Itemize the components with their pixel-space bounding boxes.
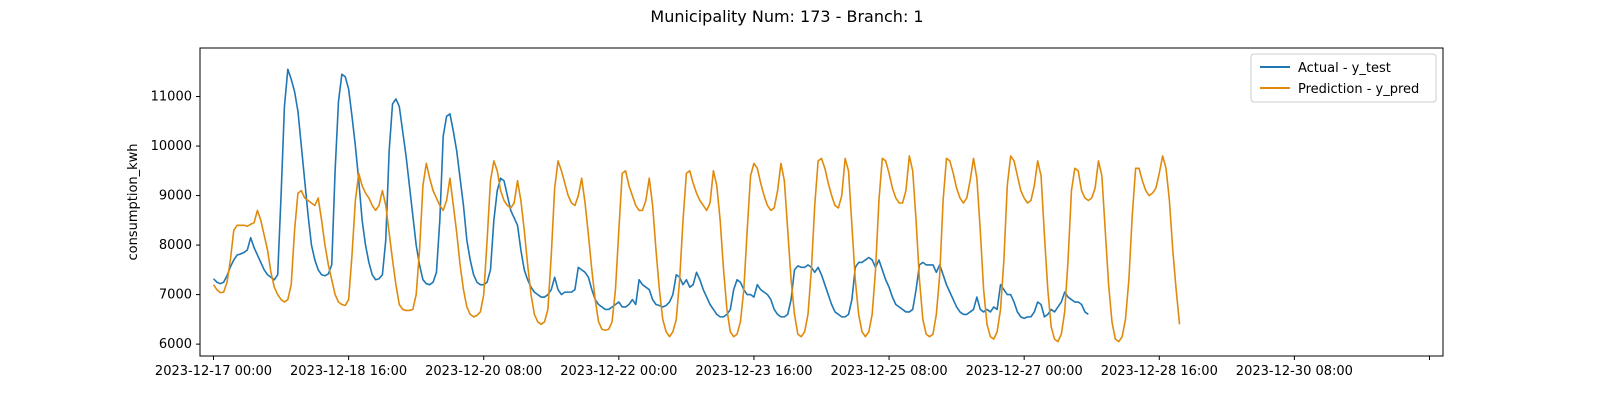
x-tick-label: 2023-12-28 16:00: [1101, 364, 1218, 379]
y-tick-label: 7000: [159, 288, 192, 303]
x-tick-label: 2023-12-20 08:00: [425, 364, 542, 379]
legend: Actual - y_test Prediction - y_pred: [1250, 53, 1437, 103]
y-tick-label: 6000: [159, 337, 192, 352]
legend-label-actual: Actual - y_test: [1298, 61, 1391, 76]
series-lines: [212, 68, 1181, 343]
x-tick-label: 2023-12-23 16:00: [695, 364, 812, 379]
series-line-prediction: [212, 155, 1181, 343]
x-axis: 2023-12-17 00:00 2023-12-18 16:00 2023-12-…: [155, 356, 1430, 379]
y-tick-label: 9000: [159, 189, 192, 204]
x-tick-label: 2023-12-22 00:00: [560, 364, 677, 379]
series-line-actual: [212, 68, 1089, 320]
x-tick-label: 2023-12-27 00:00: [966, 364, 1083, 379]
legend-label-prediction: Prediction - y_pred: [1298, 82, 1419, 97]
y-tick-label: 8000: [159, 238, 192, 253]
x-tick-label: 2023-12-17 00:00: [155, 364, 272, 379]
x-tick-label: 2023-12-25 08:00: [830, 364, 947, 379]
plot-area: [199, 47, 1444, 357]
y-tick-label: 10000: [151, 139, 192, 154]
legend-frame: [1250, 53, 1437, 103]
x-tick-label: 2023-12-30 08:00: [1236, 364, 1353, 379]
y-axis: 6000 7000 8000 9000 10000 11000: [151, 90, 200, 352]
chart-title: Municipality Num: 173 - Branch: 1: [650, 7, 923, 26]
x-tick-label: 2023-12-18 16:00: [290, 364, 407, 379]
y-tick-label: 11000: [151, 90, 192, 105]
y-axis-label: consumption_kwh: [126, 143, 141, 260]
